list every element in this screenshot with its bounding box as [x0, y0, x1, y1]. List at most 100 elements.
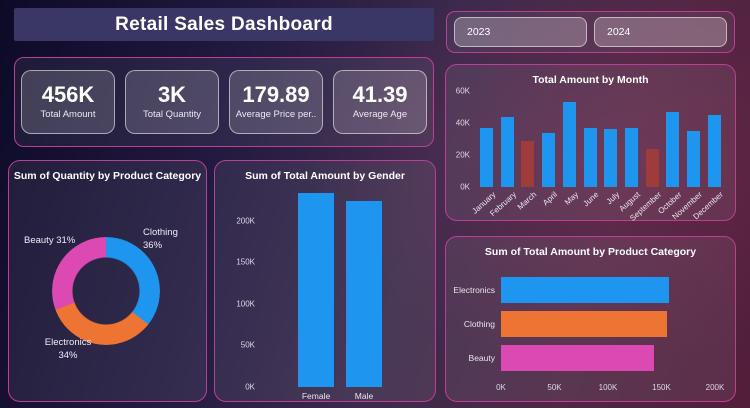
y-label-beauty: Beauty: [468, 353, 495, 363]
chart-title: Total Amount by Month: [532, 74, 649, 86]
year-slicer: 2023 2024: [446, 11, 735, 53]
year-button-2024[interactable]: 2024: [594, 17, 727, 47]
bar-row-beauty: Beauty: [452, 345, 715, 371]
x-tick-100k: 100K: [598, 383, 618, 392]
product-x-axis: 0K 50K 100K 150K 200K: [496, 383, 724, 395]
gender-chart-plot: 0K 50K 100K 150K 200K Female Male: [236, 179, 419, 401]
bar-female[interactable]: [298, 193, 334, 387]
month-bars: [476, 91, 725, 187]
bar-slot-august: [625, 91, 639, 187]
kpi-card-total-amount: 456K Total Amount: [21, 70, 115, 134]
bar-slot-june: [583, 91, 597, 187]
bar-slot-may: [562, 91, 576, 187]
bar-slot-october: [666, 91, 680, 187]
x-label-april: April: [541, 187, 559, 223]
gender-bars: [261, 179, 419, 387]
bar-track-electronics: [501, 277, 715, 303]
page-title-text: Retail Sales Dashboard: [115, 13, 333, 35]
bar-slot-january: [480, 91, 493, 187]
bar-september[interactable]: [645, 148, 659, 187]
bar-slot-november: [687, 91, 701, 187]
x-tick-50k: 50K: [547, 383, 562, 392]
y-tick-0k: 0K: [460, 182, 470, 192]
slice-percent: 36%: [143, 239, 163, 251]
kpi-label: Total Amount: [40, 109, 96, 120]
kpi-card-average-price: 179.89 Average Price per..: [229, 70, 323, 134]
y-tick-150k: 150K: [236, 257, 255, 267]
kpi-label: Average Age: [352, 109, 408, 120]
bar-electronics[interactable]: [501, 277, 669, 303]
bar-slot-march: [521, 91, 535, 187]
donut-label-electronics: Electronics 34%: [35, 337, 101, 363]
x-label-september: September: [628, 187, 663, 223]
y-tick-200k: 200K: [236, 216, 255, 226]
bar-slot-december: [707, 91, 721, 187]
chart-title: Sum of Total Amount by Product Category: [484, 246, 697, 258]
bar-slot-april: [542, 91, 556, 187]
chart-title: Sum of Total Amount by Gender: [245, 170, 405, 182]
x-label-text: April: [541, 190, 560, 208]
kpi-value: 41.39: [352, 82, 408, 107]
donut-label-clothing: Clothing 36%: [143, 227, 178, 253]
y-label-clothing: Clothing: [463, 319, 495, 329]
y-tick-0k: 0K: [245, 382, 255, 392]
x-label-text: June: [581, 190, 601, 209]
slice-percent: 34%: [58, 349, 78, 361]
bar-january[interactable]: [480, 127, 493, 187]
bar-april[interactable]: [542, 132, 556, 187]
slice-label: Clothing: [143, 227, 178, 238]
month-x-axis: January February March April May June July Augu…: [470, 187, 725, 223]
x-label-july: July: [604, 187, 622, 223]
donut-chart[interactable]: [52, 237, 160, 345]
x-tick-200k: 200K: [705, 383, 725, 392]
kpi-panel: 456K Total Amount 3K Total Quantity 179.…: [14, 57, 434, 147]
bar-slot-male: [346, 179, 382, 387]
kpi-value: 456K: [41, 82, 95, 107]
bar-row-electronics: Electronics: [452, 277, 715, 303]
bar-august[interactable]: [625, 127, 639, 187]
chart-title: Sum of Quantity by Product Category: [13, 170, 202, 182]
bar-clothing[interactable]: [501, 311, 667, 337]
y-tick-40k: 40K: [455, 118, 470, 128]
bar-june[interactable]: [583, 127, 597, 187]
bar-track-beauty: [501, 345, 715, 371]
amount-by-month-panel: Total Amount by Month 0K 20K 40K 60K Januar…: [445, 64, 736, 223]
bar-slot-september: [645, 91, 659, 187]
x-label-february: February: [488, 187, 518, 223]
amount-by-gender-panel: Sum of Total Amount by Gender 0K 50K 100K 1…: [214, 160, 436, 402]
x-tick-0k: 0K: [496, 383, 506, 392]
year-button-2023[interactable]: 2023: [454, 17, 587, 47]
bar-slot-female: [298, 179, 334, 387]
bar-may[interactable]: [562, 102, 576, 187]
kpi-label: Average Price per..: [235, 109, 317, 120]
bar-november[interactable]: [687, 131, 701, 187]
x-label-text: May: [562, 190, 580, 207]
bar-march[interactable]: [521, 140, 535, 187]
bar-male[interactable]: [346, 200, 382, 387]
bar-december[interactable]: [707, 115, 721, 187]
quantity-by-category-panel: Sum of Quantity by Product Category Beau…: [8, 160, 207, 402]
bar-october[interactable]: [666, 111, 680, 187]
month-chart-plot: 0K 20K 40K 60K January February March April May…: [456, 87, 725, 223]
x-label-june: June: [582, 187, 601, 223]
slice-label: Electronics: [44, 337, 92, 348]
x-label-march: March: [516, 187, 539, 223]
y-tick-60k: 60K: [455, 86, 470, 96]
x-label-may: May: [563, 187, 580, 223]
bar-beauty[interactable]: [501, 345, 654, 371]
kpi-card-total-quantity: 3K Total Quantity: [125, 70, 219, 134]
donut-label-beauty: Beauty 31%: [24, 235, 75, 248]
bar-february[interactable]: [500, 116, 514, 187]
slice-percent: 31%: [56, 235, 76, 246]
bar-july[interactable]: [604, 129, 618, 187]
slice-label: Beauty: [24, 235, 54, 246]
y-label-electronics: Electronics: [453, 285, 495, 295]
page-title: Retail Sales Dashboard: [14, 8, 434, 41]
kpi-card-average-age: 41.39 Average Age: [333, 70, 427, 134]
bar-track-clothing: [501, 311, 715, 337]
x-label-december: December: [691, 187, 724, 223]
x-label-female: Female: [301, 391, 331, 401]
y-tick-50k: 50K: [240, 340, 255, 350]
gender-x-axis: Female Male: [261, 391, 419, 401]
x-label-january: January: [470, 187, 497, 223]
